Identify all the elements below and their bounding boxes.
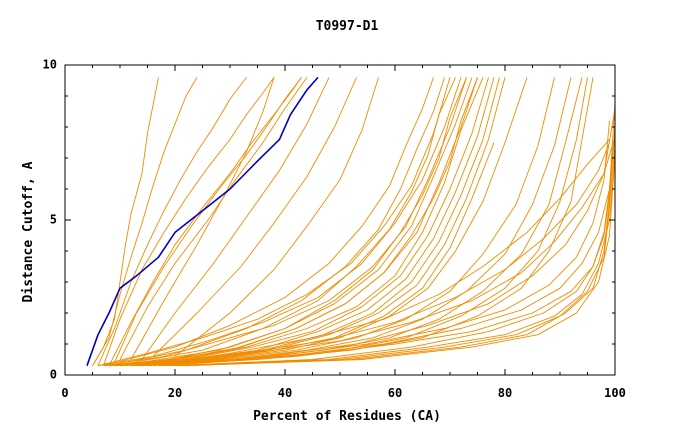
- series-line-2: [92, 77, 198, 366]
- series-layer: [86, 76, 616, 367]
- series-line-32: [158, 108, 616, 367]
- x-axis-label: Percent of Residues (CA): [253, 409, 441, 424]
- x-tick-label: 20: [168, 386, 182, 400]
- series-line-5: [108, 77, 302, 366]
- series-line-17: [108, 77, 484, 367]
- series-line-21: [119, 77, 506, 367]
- series-line-25: [136, 77, 572, 367]
- series-line-26: [136, 77, 583, 367]
- series-line-45: [125, 77, 478, 367]
- series-line-39: [185, 123, 616, 367]
- plot-frame: [64, 64, 616, 376]
- series-line-28: [147, 77, 594, 367]
- series-line-1: [92, 77, 159, 366]
- y-tick-label: 5: [50, 213, 57, 227]
- series-line-3: [97, 77, 247, 366]
- series-line-40: [185, 154, 616, 367]
- series-line-33: [158, 120, 610, 367]
- series-line-7: [119, 77, 308, 360]
- series-line-18: [114, 77, 489, 367]
- series-line-35: [163, 133, 616, 367]
- series-line-42: [108, 77, 445, 367]
- series-line-8: [130, 77, 275, 360]
- series-line-30: [152, 142, 610, 367]
- series-line-34: [163, 126, 616, 367]
- series-line-24: [130, 77, 555, 367]
- series-line-9: [141, 77, 330, 360]
- series-line-41: [103, 77, 434, 367]
- series-line-4: [103, 77, 275, 366]
- series-line-43: [114, 77, 456, 367]
- ticks-layer: 0 20 40 60 80 100 0 5 10: [43, 58, 626, 401]
- series-line-6: [114, 77, 302, 363]
- series-line-23: [130, 77, 528, 367]
- y-tick-label: 10: [43, 58, 57, 72]
- x-tick-label: 40: [278, 386, 292, 400]
- series-line-36: [169, 102, 616, 367]
- series-line-31: [152, 136, 616, 367]
- series-line-16: [108, 77, 478, 367]
- x-tick-label: 100: [604, 386, 626, 400]
- y-tick-label: 0: [50, 368, 57, 382]
- series-line-13: [97, 77, 462, 367]
- series-line-11: [174, 77, 379, 357]
- x-tick-label: 80: [498, 386, 512, 400]
- series-line-19: [114, 77, 495, 367]
- series-line-10: [152, 77, 357, 357]
- series-line-44: [119, 77, 467, 367]
- chart-title: T0997-D1: [316, 19, 379, 34]
- series-line-29: [147, 139, 610, 367]
- y-axis-label: Distance Cutoff, A: [21, 161, 36, 302]
- x-tick-label: 0: [61, 386, 68, 400]
- x-tick-label: 60: [388, 386, 402, 400]
- highlight-series-line: [86, 76, 319, 366]
